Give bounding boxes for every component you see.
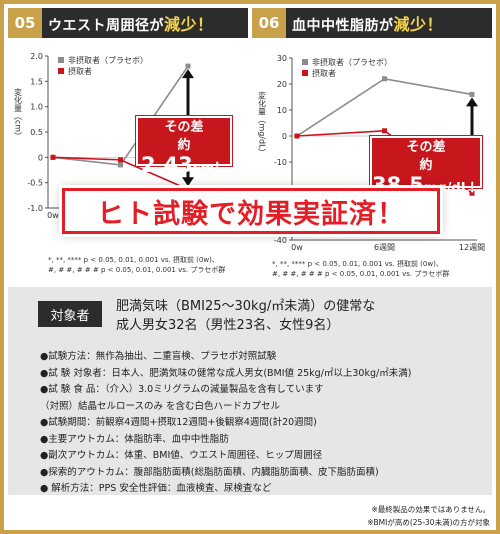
x-tick-label: 12週間 [459, 243, 485, 252]
panel-number: 06 [252, 8, 286, 38]
y-tick-label: 1.0 [30, 103, 43, 112]
y-axis-label: 変化量（cm） [14, 87, 23, 140]
y-tick-label: -0.5 [27, 179, 43, 188]
legend-label: 摂取者 [68, 66, 92, 76]
y-tick-label: 1.5 [30, 77, 43, 86]
data-point [469, 91, 475, 97]
difference-arrow-head-down [182, 177, 194, 187]
triglyceride-diff-callout: その差 約38.5mg/dL！ [370, 136, 482, 196]
data-point [382, 128, 387, 134]
detail-line: ●試 験 対象者：日本人、肥満気味の健常な成人男女(BMI値 25kg/㎡以上3… [40, 367, 412, 379]
y-tick-label: 0 [282, 132, 287, 141]
detail-line: ●副次アウトカム：体重、BMI値、ウエスト周囲径、ヒップ周囲径 [40, 450, 323, 461]
waist-diff-callout: その差 約2.43cm！ [136, 116, 232, 176]
data-point [294, 133, 300, 139]
y-tick-label: 10 [277, 106, 287, 115]
y-tick-label: 0.5 [30, 128, 43, 137]
y-tick-label: 2.0 [30, 52, 43, 61]
data-point [118, 157, 123, 163]
y-tick-label: -10 [274, 158, 287, 167]
subject-tag: 対象者 [38, 301, 102, 327]
detail-line: ●主要アウトカム：体脂肪率、血中中性脂肪 [40, 433, 229, 445]
x-tick-label: 0w [291, 243, 303, 252]
legend-label: 摂取者 [312, 68, 336, 78]
triglyceride-panel: 06 血中中性脂肪が減少！ 3020100-10-20-30-400w6週間12… [252, 8, 492, 283]
legend-swatch [58, 68, 64, 74]
detail-line: ●試験期間：前観察4週間+摂取12週間+後観察4週間(計20週間) [40, 417, 317, 428]
panel-title: 血中中性脂肪が減少！ [292, 15, 444, 34]
detail-line: ●試 験 食 品：（介入）3.0ミリグラムの減量製品を含有しています [40, 384, 324, 395]
difference-arrow-head-up [182, 69, 194, 79]
y-tick-label: 20 [277, 80, 287, 89]
detail-line: （対照）結晶セルロースのみ を含む白色ハードカプセル [40, 400, 281, 412]
disclaimer-notes: ※最終製品の効果ではありません。 ※BMIが高め(25-30未満)の方が対象 [367, 505, 490, 527]
y-tick-label: 30 [277, 54, 287, 63]
x-tick-label: 6週間 [374, 243, 395, 252]
triglyceride-panel-header: 06 血中中性脂肪が減少！ [252, 8, 492, 38]
panel-number: 05 [8, 8, 42, 38]
waist-panel: 05 ウエスト周囲径が減少！ 2.0 1.5 1.0 0.5 0 -0.5 -1.0 0w 変化… [8, 8, 248, 283]
data-point [118, 162, 123, 168]
data-point [382, 76, 387, 82]
study-details: ●試験方法：無作為抽出、二重盲検、プラセボ対照試験 ●試 験 対象者：日本人、肥… [40, 349, 480, 498]
difference-arrow-head-up [466, 97, 478, 107]
study-info-box: 対象者 肥満気味（BMI25〜30kg/㎡未満）の健常な 成人男女32名（男性2… [8, 287, 492, 495]
detail-line: ●試験方法：無作為抽出、二重盲検、プラセボ対照試験 [40, 351, 277, 362]
legend-swatch [302, 70, 308, 76]
legend-label: 非摂取者（プラセボ） [68, 55, 148, 65]
y-axis-label: 変化量（mg/dL） [258, 90, 267, 156]
data-point [50, 154, 56, 160]
legend-label: 非摂取者（プラセボ） [312, 57, 392, 67]
waist-panel-header: 05 ウエスト周囲径が減少！ [8, 8, 248, 38]
data-point [185, 63, 191, 69]
y-tick-label: -40 [274, 236, 287, 245]
y-tick-label: 0 [38, 153, 43, 162]
series-line [296, 77, 473, 137]
detail-line: ● 解析方法：PPS 安全性評価：血液検査、尿検査など [40, 483, 272, 494]
legend-swatch [302, 59, 308, 65]
x-tick-label: 0w [47, 211, 59, 219]
waist-footnote: *, **, **** p < 0.05, 0.01, 0.001 vs. 摂取… [48, 256, 226, 274]
verified-banner: ヒト試験で効果実証済！ [62, 188, 440, 234]
subject-description: 肥満気味（BMI25〜30kg/㎡未満）の健常な 成人男女32名（男性23名、女… [116, 299, 376, 333]
triglyceride-footnote: *, **, **** p < 0.05, 0.01, 0.001 vs. 摂取… [272, 260, 450, 278]
data-point [469, 190, 475, 196]
legend-swatch [58, 57, 64, 63]
detail-line: ●探索的アウトカム：腹部脂肪面積(総脂肪面積、内臓脂肪面積、皮下脂肪面積) [40, 466, 379, 478]
panel-title: ウエスト周囲径が減少！ [48, 15, 214, 34]
y-tick-label: -1.0 [27, 204, 43, 213]
